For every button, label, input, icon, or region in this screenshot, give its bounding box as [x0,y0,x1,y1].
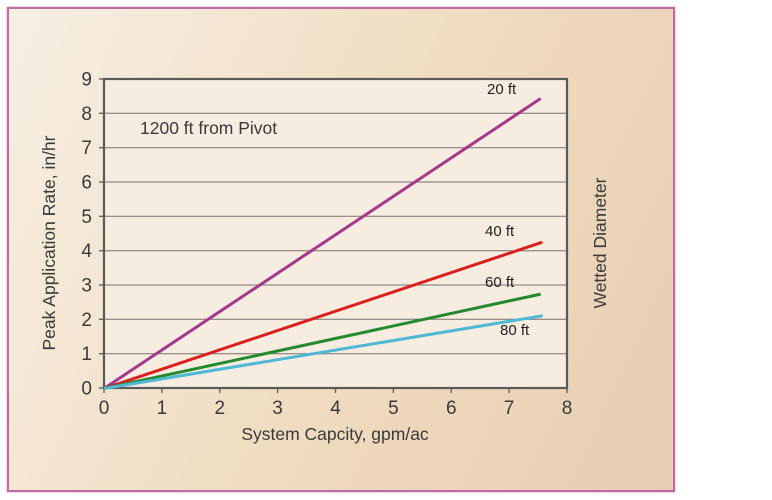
svg-text:3: 3 [272,398,283,419]
svg-text:80 ft: 80 ft [500,322,530,339]
svg-text:6: 6 [446,398,457,419]
svg-text:1: 1 [81,344,92,365]
svg-text:8: 8 [562,398,573,419]
svg-text:7: 7 [81,138,92,159]
svg-text:4: 4 [81,241,92,262]
svg-text:6: 6 [81,173,92,194]
svg-text:20 ft: 20 ft [487,81,517,98]
svg-text:0: 0 [99,398,110,419]
svg-text:Wetted Diameter: Wetted Diameter [590,177,610,308]
svg-text:5: 5 [81,207,92,228]
svg-text:9: 9 [81,70,92,91]
svg-text:60 ft: 60 ft [485,274,515,291]
svg-text:5: 5 [388,398,399,419]
svg-text:System Capcity, gpm/ac: System Capcity, gpm/ac [241,424,429,444]
svg-text:3: 3 [81,276,92,297]
svg-text:40 ft: 40 ft [485,223,515,240]
svg-text:1200 ft from Pivot: 1200 ft from Pivot [140,118,277,138]
svg-text:7: 7 [504,398,515,419]
svg-text:Peak Application Rate, in/hr: Peak Application Rate, in/hr [39,135,59,350]
svg-text:2: 2 [81,310,92,331]
svg-text:1: 1 [157,398,168,419]
svg-text:4: 4 [330,398,341,419]
svg-text:8: 8 [81,104,92,125]
svg-text:0: 0 [81,379,92,400]
svg-text:2: 2 [214,398,225,419]
